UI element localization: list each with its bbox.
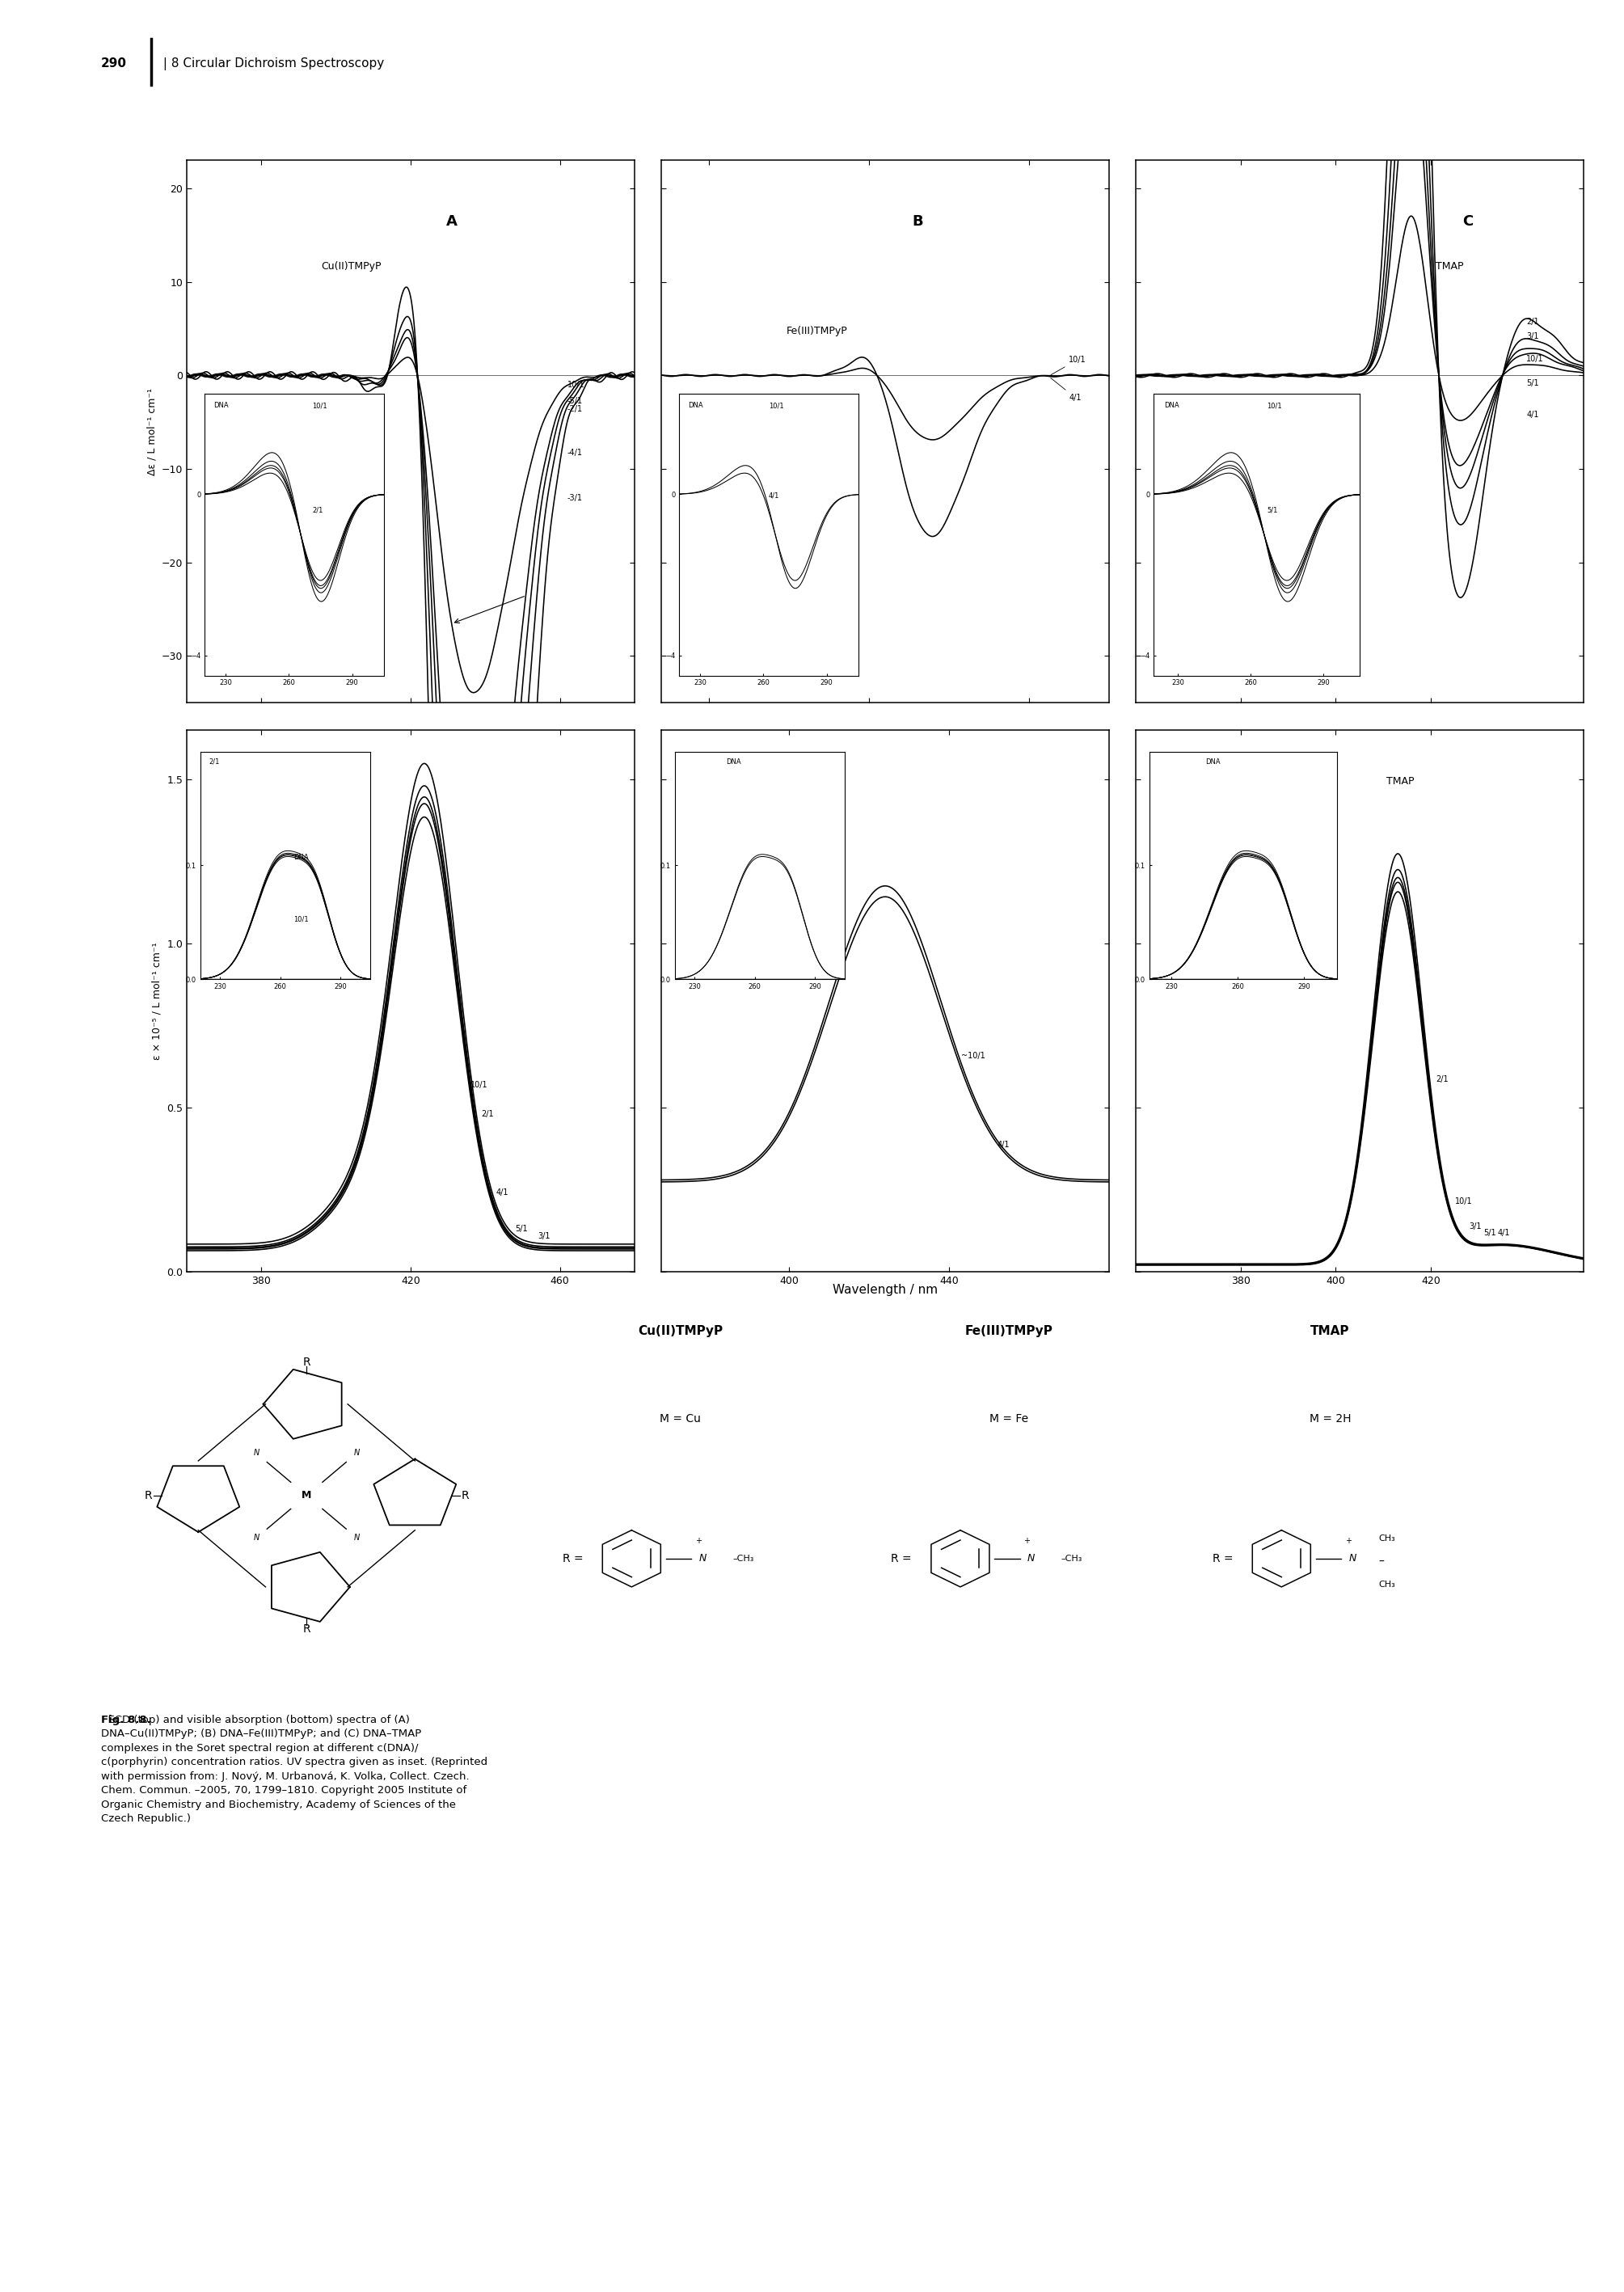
Text: 4/1: 4/1 xyxy=(1497,1229,1510,1238)
Text: R: R xyxy=(145,1490,153,1501)
Text: 10/1: 10/1 xyxy=(1051,355,1086,376)
Text: CH₃: CH₃ xyxy=(1379,1536,1395,1543)
Text: R =: R = xyxy=(562,1554,583,1563)
Text: 4/1: 4/1 xyxy=(497,1187,508,1196)
Text: Fe(III)TMPyP: Fe(III)TMPyP xyxy=(786,325,848,337)
Text: R =: R = xyxy=(1212,1554,1233,1563)
Text: | 8 Circular Dichroism Spectroscopy: | 8 Circular Dichroism Spectroscopy xyxy=(159,57,385,71)
Text: –CH₃: –CH₃ xyxy=(1060,1554,1083,1563)
Text: 5/1: 5/1 xyxy=(1527,378,1540,387)
Text: 4/1: 4/1 xyxy=(1527,410,1540,419)
Y-axis label: Δε / L mol⁻¹ cm⁻¹: Δε / L mol⁻¹ cm⁻¹ xyxy=(146,387,158,474)
Text: N: N xyxy=(1348,1554,1356,1563)
Y-axis label: ε × 10⁻⁵ / L mol⁻¹ cm⁻¹: ε × 10⁻⁵ / L mol⁻¹ cm⁻¹ xyxy=(151,942,162,1059)
Text: N: N xyxy=(698,1554,706,1563)
Text: N: N xyxy=(253,1449,260,1458)
Text: +: + xyxy=(1023,1536,1030,1545)
Text: 4/1: 4/1 xyxy=(1051,378,1082,401)
Text: M = Cu: M = Cu xyxy=(659,1414,700,1426)
Text: N: N xyxy=(354,1533,361,1543)
Text: Fe(III)TMPyP: Fe(III)TMPyP xyxy=(760,777,822,786)
Text: 10/1: 10/1 xyxy=(567,380,585,390)
Text: –: – xyxy=(1379,1556,1384,1568)
Text: -2/1: -2/1 xyxy=(567,406,583,413)
Text: M: M xyxy=(302,1490,312,1501)
Text: 4/1: 4/1 xyxy=(997,1141,1010,1148)
Text: TMAP: TMAP xyxy=(1311,1325,1350,1339)
Text: TMAP: TMAP xyxy=(1436,261,1463,270)
Text: Wavelength / nm: Wavelength / nm xyxy=(833,1284,937,1295)
Text: -5/1: -5/1 xyxy=(567,397,583,406)
Text: C: C xyxy=(1463,213,1473,229)
Text: -4/1: -4/1 xyxy=(567,449,583,456)
Text: 2/1: 2/1 xyxy=(481,1109,494,1118)
Text: 3/1: 3/1 xyxy=(1470,1222,1481,1231)
Text: A: A xyxy=(447,213,458,229)
Text: R =: R = xyxy=(892,1554,911,1563)
Text: 10/1: 10/1 xyxy=(471,1082,487,1089)
Text: TMAP: TMAP xyxy=(1387,777,1415,786)
Text: 10/1: 10/1 xyxy=(1455,1196,1473,1206)
Text: 10/1: 10/1 xyxy=(1527,355,1544,362)
Text: Cu(II)TMPyP: Cu(II)TMPyP xyxy=(250,777,310,786)
Text: ~10/1: ~10/1 xyxy=(961,1052,986,1061)
Text: Fig. 8.8.: Fig. 8.8. xyxy=(101,1714,151,1726)
Text: 2/1: 2/1 xyxy=(1436,1075,1449,1084)
Text: -3/1: -3/1 xyxy=(567,495,583,502)
Text: M = Fe: M = Fe xyxy=(989,1414,1028,1426)
Text: 3/1: 3/1 xyxy=(1527,332,1540,342)
Text: N: N xyxy=(1028,1554,1034,1563)
Text: Cu(II)TMPyP: Cu(II)TMPyP xyxy=(638,1325,723,1339)
Text: M = 2H: M = 2H xyxy=(1309,1414,1351,1426)
Text: 2/1: 2/1 xyxy=(1527,319,1540,325)
Text: N: N xyxy=(354,1449,361,1458)
Text: 3/1: 3/1 xyxy=(538,1233,551,1240)
Text: R: R xyxy=(302,1357,310,1368)
Text: +: + xyxy=(695,1536,702,1545)
Text: Fe(III)TMPyP: Fe(III)TMPyP xyxy=(965,1325,1052,1339)
Text: R: R xyxy=(302,1623,310,1634)
Text: ECD (top) and visible absorption (bottom) spectra of (A)
DNA–Cu(II)TMPyP; (B) DN: ECD (top) and visible absorption (bottom… xyxy=(101,1714,487,1824)
Text: 5/1: 5/1 xyxy=(515,1224,528,1233)
Text: –CH₃: –CH₃ xyxy=(732,1554,754,1563)
Text: +: + xyxy=(1345,1536,1351,1545)
Text: Cu(II)TMPyP: Cu(II)TMPyP xyxy=(322,261,382,270)
Text: N: N xyxy=(253,1533,260,1543)
Text: B: B xyxy=(913,213,922,229)
Text: 290: 290 xyxy=(101,57,127,69)
Text: R: R xyxy=(461,1490,469,1501)
Text: CH₃: CH₃ xyxy=(1379,1581,1395,1588)
Text: 5/1: 5/1 xyxy=(1483,1229,1496,1238)
